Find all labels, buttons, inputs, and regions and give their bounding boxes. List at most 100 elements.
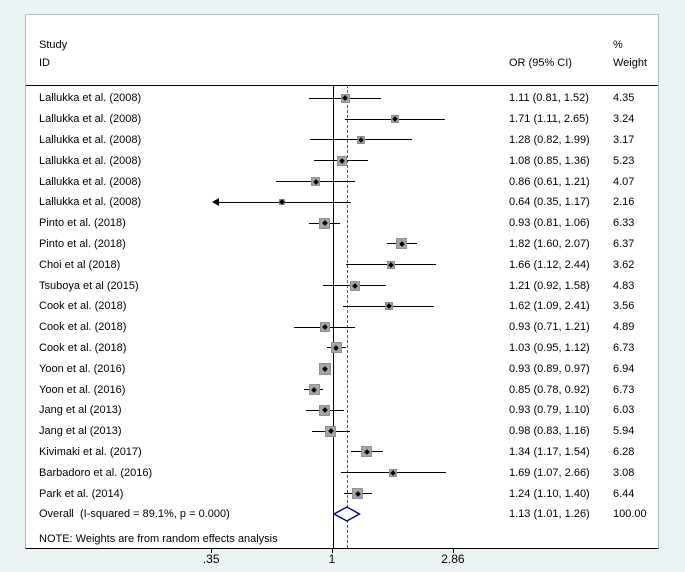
study-label: Tsuboya et al (2015) — [39, 279, 139, 292]
or-ci-value: 1.11 (0.81, 1.52) — [509, 92, 589, 105]
col-header-study-line1: Study — [39, 39, 68, 51]
study-label: Cook et al. (2018) — [39, 321, 127, 334]
study-row: Cook et al. (2018) 1.03 (0.95, 1.12) 6.73 — [26, 338, 658, 359]
or-ci-value: 1.62 (1.09, 2.41) — [509, 300, 590, 313]
axis-tick-label: 2.86 — [441, 552, 465, 566]
weight-value: 6.94 — [613, 362, 635, 375]
weight-value: 6.33 — [613, 217, 635, 230]
axis-tick — [452, 548, 454, 553]
weight-value: 3.17 — [613, 133, 635, 146]
or-ci-value: 1.13 (1.01, 1.26) — [509, 508, 590, 521]
or-ci-value: 1.69 (1.07, 2.66) — [509, 466, 590, 479]
weight-value: 5.23 — [613, 154, 635, 167]
weight-value: 3.56 — [613, 300, 635, 313]
study-label: Barbadoro et al. (2016) — [39, 466, 153, 479]
study-label: Yoon et al. (2016) — [39, 383, 126, 396]
study-label: Lallukka et al. (2008) — [39, 175, 142, 188]
study-label: Cook et al. (2018) — [39, 341, 127, 354]
study-label: Lallukka et al. (2008) — [39, 133, 142, 146]
study-label: Lallukka et al. (2008) — [39, 92, 142, 105]
or-ci-value: 0.64 (0.35, 1.17) — [509, 196, 590, 209]
col-header-or: OR (95% CI) — [509, 57, 572, 69]
study-row: Cook et al. (2018) 0.93 (0.71, 1.21) 4.89 — [26, 317, 658, 338]
col-header-study-line2: ID — [39, 57, 50, 69]
study-label: Cook et al. (2018) — [39, 300, 127, 313]
study-row: Lallukka et al. (2008) 1.28 (0.82, 1.99) 3… — [26, 130, 658, 151]
study-row: Barbadoro et al. (2016) 1.69 (1.07, 2.66)… — [26, 462, 658, 483]
weight-value: 100.00 — [613, 508, 647, 521]
or-ci-value: 1.66 (1.12, 2.44) — [509, 258, 590, 271]
study-row: Yoon et al. (2016) 0.85 (0.78, 0.92) 6.73 — [26, 379, 658, 400]
weight-value: 4.89 — [613, 321, 635, 334]
weight-value: 3.08 — [613, 466, 635, 479]
weight-value: 6.73 — [613, 341, 635, 354]
weight-value: 4.35 — [613, 92, 635, 105]
study-row: Pinto et al. (2018) 0.93 (0.81, 1.06) 6.33 — [26, 213, 658, 234]
or-ci-value: 1.08 (0.85, 1.36) — [509, 154, 590, 167]
axis-tick — [211, 548, 213, 553]
axis-tick — [332, 548, 333, 553]
or-ci-value: 0.93 (0.79, 1.10) — [509, 404, 590, 417]
overall-label: Overall (I-squared = 89.1%, p = 0.000) — [39, 508, 230, 521]
study-label: Jang et al (2013) — [39, 425, 122, 438]
study-label: Pinto et al. (2018) — [39, 217, 126, 230]
overall-estimate-dashed-line — [347, 85, 349, 548]
study-label: Lallukka et al. (2008) — [39, 196, 142, 209]
ci-clip-arrow-left — [212, 198, 220, 207]
axis-tick-label: .35 — [202, 552, 220, 566]
study-row: Tsuboya et al (2015) 1.21 (0.92, 1.58) 4.8… — [26, 275, 658, 296]
weight-value: 2.16 — [613, 196, 635, 209]
or-ci-value: 0.98 (0.83, 1.16) — [509, 425, 590, 438]
weight-value: 5.94 — [613, 425, 635, 438]
weight-value: 4.83 — [613, 279, 635, 292]
study-row: Lallukka et al. (2008) 1.08 (0.85, 1.36) 5… — [26, 150, 658, 171]
study-row: Pinto et al. (2018) 1.82 (1.60, 2.07) 6.37 — [26, 234, 658, 255]
study-row: Lallukka et al. (2008) 0.86 (0.61, 1.21) 4… — [26, 171, 658, 192]
weight-value: 4.07 — [613, 175, 635, 188]
study-row: Choi et al (2018) 1.66 (1.12, 2.44) 3.62 — [26, 254, 658, 275]
study-label: Pinto et al. (2018) — [39, 237, 126, 250]
weight-value: 6.44 — [613, 487, 635, 500]
null-reference-line — [333, 85, 334, 548]
axis-tick-label: 1 — [328, 552, 336, 566]
header-separator-line — [26, 85, 658, 86]
col-header-weight-line1: % — [613, 39, 623, 51]
or-ci-value: 0.93 (0.89, 0.97) — [509, 362, 590, 375]
or-ci-value: 1.24 (1.10, 1.40) — [509, 487, 590, 500]
weight-value: 6.37 — [613, 237, 635, 250]
study-row: Lallukka et al. (2008) 0.64 (0.35, 1.17) 2… — [26, 192, 658, 213]
or-ci-value: 0.86 (0.61, 1.21) — [509, 175, 590, 188]
study-label: Jang et al (2013) — [39, 404, 122, 417]
or-ci-value: 1.03 (0.95, 1.12) — [509, 341, 590, 354]
or-ci-value: 0.85 (0.78, 0.92) — [509, 383, 590, 396]
study-label: Park et al. (2014) — [39, 487, 124, 500]
study-row: Kivimaki et al. (2017) 1.34 (1.17, 1.54) 6… — [26, 442, 658, 463]
study-label: Kivimaki et al. (2017) — [39, 445, 142, 458]
overall-row: Overall (I-squared = 89.1%, p = 0.000) 1.… — [26, 504, 658, 525]
study-row: Park et al. (2014) 1.24 (1.10, 1.40) 6.44 — [26, 483, 658, 504]
study-row: Yoon et al. (2016) 0.93 (0.89, 0.97) 6.94 — [26, 358, 658, 379]
study-label: Lallukka et al. (2008) — [39, 154, 142, 167]
weight-value: 3.24 — [613, 113, 635, 126]
or-ci-value: 1.34 (1.17, 1.54) — [509, 445, 590, 458]
study-row: Lallukka et al. (2008) 1.11 (0.81, 1.52) 4… — [26, 88, 658, 109]
study-row: Jang et al (2013) 0.93 (0.79, 1.10) 6.03 — [26, 400, 658, 421]
or-ci-value: 1.82 (1.60, 2.07) — [509, 237, 590, 250]
study-label: Choi et al (2018) — [39, 258, 121, 271]
or-ci-value: 1.21 (0.92, 1.58) — [509, 279, 590, 292]
or-ci-value: 0.93 (0.81, 1.06) — [509, 217, 590, 230]
or-ci-value: 0.93 (0.71, 1.21) — [509, 321, 590, 334]
col-header-weight-line2: Weight — [613, 57, 648, 69]
weight-value: 3.62 — [613, 258, 635, 271]
overall-diamond — [333, 506, 361, 523]
or-ci-value: 1.71 (1.11, 2.65) — [509, 113, 589, 126]
study-label: Yoon et al. (2016) — [39, 362, 126, 375]
weight-value: 6.03 — [613, 404, 635, 417]
study-row: Cook et al. (2018) 1.62 (1.09, 2.41) 3.56 — [26, 296, 658, 317]
plot-area: Study ID OR (95% CI) % Weight Lallukka e… — [25, 14, 659, 549]
weight-value: 6.28 — [613, 445, 635, 458]
note-text: NOTE: Weights are from random effects an… — [39, 533, 278, 545]
or-ci-value: 1.28 (0.82, 1.99) — [509, 133, 590, 146]
study-label: Lallukka et al. (2008) — [39, 113, 142, 126]
weight-value: 6.73 — [613, 383, 635, 396]
